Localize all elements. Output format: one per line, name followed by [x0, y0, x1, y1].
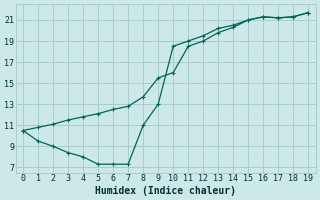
X-axis label: Humidex (Indice chaleur): Humidex (Indice chaleur): [95, 186, 236, 196]
